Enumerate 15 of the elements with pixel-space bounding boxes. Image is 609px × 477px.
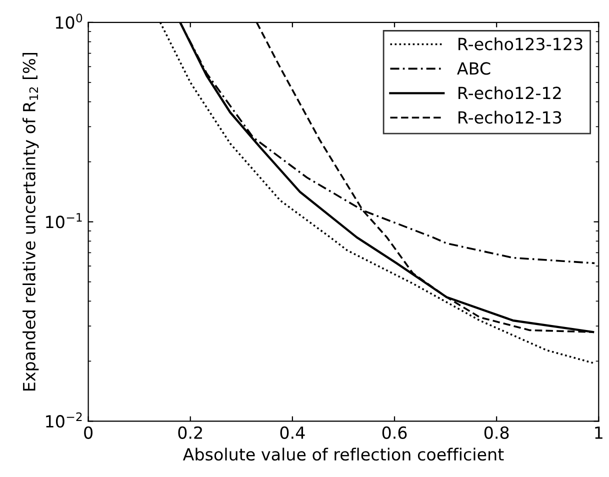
y-tick-label: 10$^{−1}$	[46, 213, 82, 228]
y-tick-label: 10$^{0}$	[56, 14, 82, 29]
x-tick-label: 0.6	[382, 426, 407, 439]
x-tick-label: 0	[84, 426, 92, 439]
x-tick-label: 1	[595, 426, 602, 439]
x-axis-title: Absolute value of reflection coefficient	[182, 448, 504, 461]
legend-label: R-echo123-123	[458, 37, 582, 50]
legend-label: R-echo12-13	[458, 110, 562, 124]
y-axis-title: Expanded relative uncertainty of R$_{12}$ [%]	[22, 53, 39, 391]
x-tick-label: 0.2	[178, 426, 202, 439]
legend-label: ABC	[457, 62, 490, 75]
x-tick-label: 0.8	[484, 426, 509, 439]
x-tick-label: 0.4	[280, 426, 305, 439]
y-tick-label: 10$^{−2}$	[46, 412, 82, 428]
legend-label: R-echo12-12	[458, 86, 561, 100]
